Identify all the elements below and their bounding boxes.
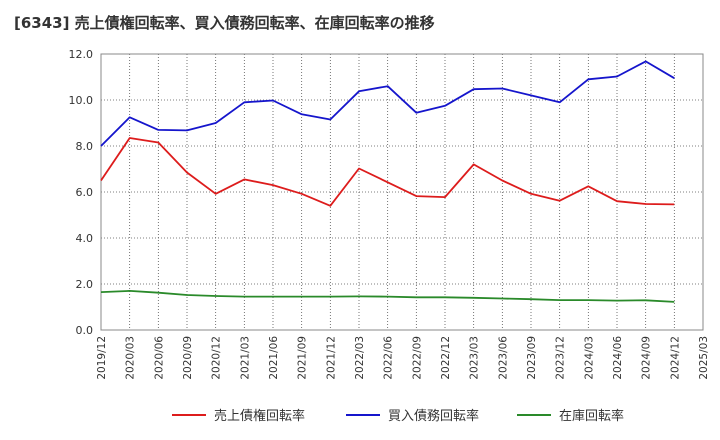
x-tick-label: 2024/12 (669, 336, 681, 380)
y-tick-label: 0.0 (76, 324, 94, 337)
grid-lines (101, 54, 703, 330)
y-tick-label: 2.0 (76, 278, 94, 291)
y-tick-label: 6.0 (76, 186, 94, 199)
legend-label: 在庫回転率 (559, 408, 624, 424)
legend-label: 売上債権回転率 (214, 408, 305, 424)
x-tick-label: 2021/09 (297, 336, 309, 380)
x-tick-label: 2021/03 (239, 336, 251, 380)
x-tick-label: 2020/12 (211, 336, 223, 380)
series-line-2 (100, 60, 675, 147)
y-tick-label: 10.0 (69, 94, 94, 107)
y-axis-ticks: 0.0 2.0 4.0 6.0 8.0 10.0 12.0 (69, 48, 94, 337)
x-axis-ticks: 2019/12 2020/03 2020/06 2020/09 2020/12 2021/… (96, 336, 710, 380)
x-tick-label: 2023/03 (469, 336, 481, 380)
x-tick-label: 2021/06 (268, 336, 280, 380)
x-tick-label: 2022/03 (354, 336, 366, 380)
x-tick-label: 2024/06 (612, 336, 624, 380)
y-tick-label: 4.0 (76, 232, 94, 245)
legend-label: 買入債務回転率 (388, 408, 479, 424)
plot-frame (100, 53, 704, 331)
x-tick-label: 2023/09 (526, 336, 538, 380)
y-tick-label: 12.0 (69, 48, 94, 61)
x-tick-label: 2022/06 (383, 336, 395, 380)
x-tick-label: 2024/09 (641, 336, 653, 380)
series-lines (100, 60, 675, 303)
x-tick-label: 2019/12 (96, 336, 108, 380)
x-tick-label: 2023/06 (497, 336, 509, 380)
x-tick-label: 2020/09 (182, 336, 194, 380)
x-tick-label: 2020/06 (153, 336, 165, 380)
x-tick-label: 2020/03 (125, 336, 137, 380)
y-tick-label: 8.0 (76, 140, 94, 153)
x-tick-label: 2022/12 (440, 336, 452, 380)
x-tick-label: 2022/09 (411, 336, 423, 380)
x-tick-label: 2024/03 (583, 336, 595, 380)
x-tick-label: 2021/12 (325, 336, 337, 380)
x-tick-label: 2023/12 (555, 336, 567, 380)
x-tick-label: 2025/03 (698, 336, 710, 380)
legend: 売上債権回転率 買入債務回転率 在庫回転率 (172, 408, 624, 424)
chart-title: [6343] 売上債権回転率、買入債務回転率、在庫回転率の推移 (14, 14, 435, 32)
